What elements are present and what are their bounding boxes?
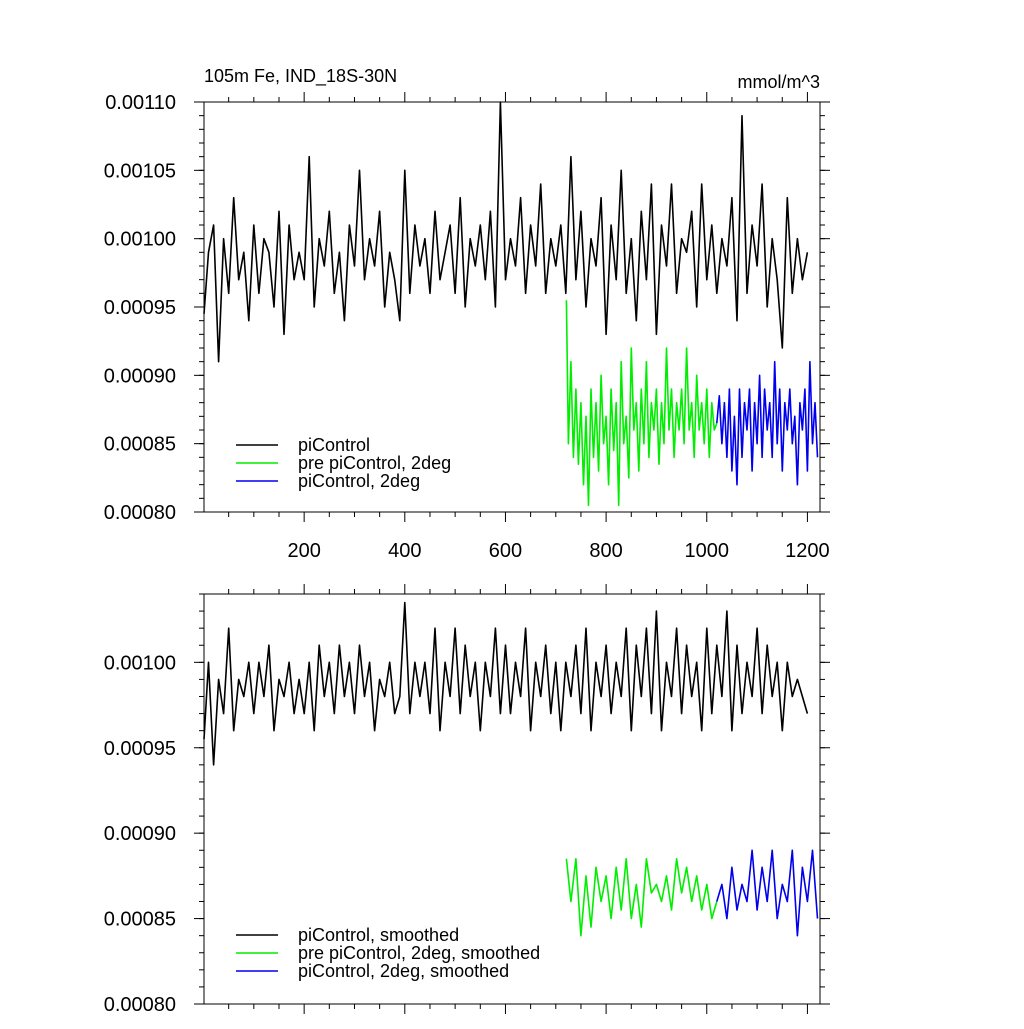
top-ytick-label: 0.00100 — [104, 229, 176, 251]
top-xtick-label: 400 — [388, 540, 421, 562]
bottom-legend-label: pre piControl, 2deg, smoothed — [298, 943, 540, 963]
top-legend-label: pre piControl, 2deg — [298, 453, 451, 473]
bottom-series — [203, 601, 819, 937]
top-panel: 105m Fe, IND_18S-30N mmol/m^3 200 400 600 8… — [104, 66, 830, 562]
bottom-legend-label: piControl, 2deg, smoothed — [298, 961, 509, 981]
bottom-series-line-2 — [716, 849, 819, 937]
bottom-series-line-1 — [565, 857, 718, 937]
top-ytick-label: 0.00095 — [104, 297, 176, 319]
top-series-line-2 — [716, 360, 819, 486]
top-ticks — [194, 92, 830, 522]
top-series-line-0 — [203, 101, 809, 363]
bottom-panel: 0.00080 0.00085 0.00090 0.00095 0.00100 piCo… — [104, 584, 830, 1016]
bottom-ytick-label: 0.00095 — [104, 738, 176, 760]
top-series — [203, 101, 819, 507]
top-xtick-label: 1000 — [685, 540, 730, 562]
top-xtick-label: 800 — [589, 540, 622, 562]
bottom-legend-label: piControl, smoothed — [298, 925, 459, 945]
top-legend-label: piControl — [298, 435, 370, 455]
top-xtick-label: 600 — [489, 540, 522, 562]
bottom-ytick-label: 0.00100 — [104, 652, 176, 674]
top-legend-label: piControl, 2deg — [298, 471, 420, 491]
top-ytick-label: 0.00085 — [104, 434, 176, 456]
top-xtick-label: 1200 — [785, 540, 830, 562]
top-ytick-label: 0.00090 — [104, 365, 176, 387]
bottom-ytick-label: 0.00090 — [104, 823, 176, 845]
bottom-ytick-label: 0.00080 — [104, 994, 176, 1016]
top-ytick-label: 0.00105 — [104, 160, 176, 182]
bottom-ticks — [194, 584, 830, 1014]
top-ytick-label: 0.00110 — [105, 92, 176, 114]
top-panel-units: mmol/m^3 — [738, 72, 820, 92]
bottom-tick-labels: 0.00080 0.00085 0.00090 0.00095 0.00100 — [104, 652, 176, 1016]
top-series-line-1 — [565, 300, 718, 507]
top-panel-title: 105m Fe, IND_18S-30N — [204, 66, 397, 87]
bottom-ytick-label: 0.00085 — [104, 909, 176, 931]
top-tick-labels: 200 400 600 800 1000 1200 0.00080 0.00085 0.0009… — [104, 92, 830, 562]
top-xtick-label: 200 — [287, 540, 320, 562]
bottom-series-line-0 — [203, 601, 809, 766]
top-ytick-label: 0.00080 — [104, 502, 176, 524]
